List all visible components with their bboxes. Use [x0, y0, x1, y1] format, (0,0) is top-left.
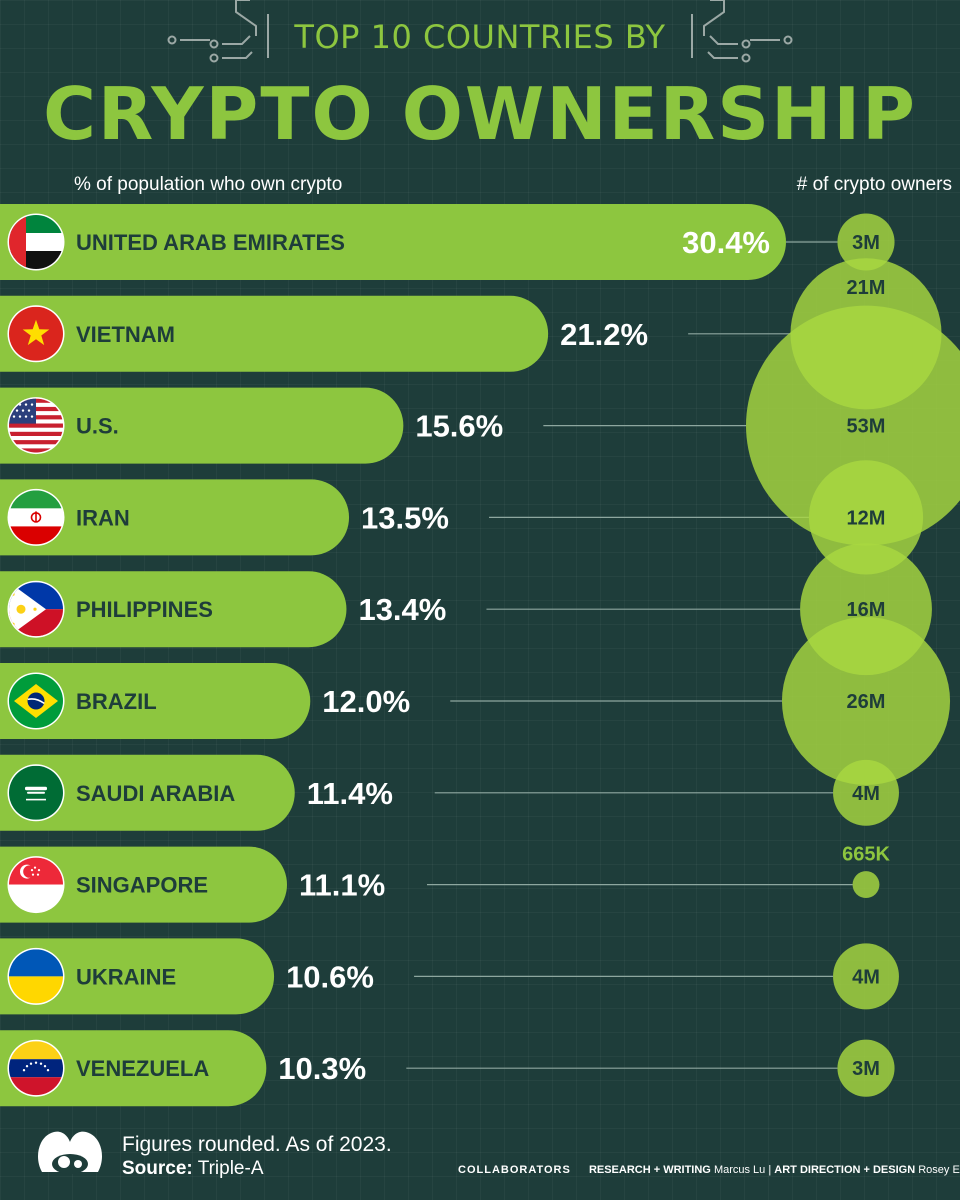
- right-axis-label: # of crypto owners: [796, 174, 952, 195]
- credits-separator: |: [768, 1164, 772, 1176]
- bar-row-ukraine: UKRAINE 10.6%: [0, 938, 374, 1015]
- footer-source: Source: Triple-A: [122, 1158, 264, 1180]
- vietnam-flag-icon: [7, 305, 65, 363]
- chart-title-top: TOP 10 COUNTRIES BY: [294, 18, 666, 56]
- bar-brazil: [0, 663, 311, 739]
- owners-label-brazil: 26M: [847, 691, 886, 713]
- bar-vietnam: [0, 295, 549, 372]
- chart-title-main: CRYPTO OWNERSHIP: [43, 72, 917, 156]
- value-label-ukraine: 10.6%: [286, 959, 374, 994]
- collaborators-label: COLLABORATORS: [458, 1164, 571, 1176]
- value-label-saudi-arabia: 11.4%: [307, 776, 393, 811]
- bar-row-brazil: BRAZIL 12.0%: [0, 663, 410, 739]
- uae-flag-icon: [7, 213, 65, 271]
- bubble-layer: [746, 213, 960, 1097]
- category-label-vietnam: VIETNAM: [76, 322, 175, 347]
- value-label-u-s: 15.6%: [415, 409, 503, 444]
- owners-bubble-venezuela: [837, 1039, 895, 1097]
- ukraine-flag-icon: [7, 947, 65, 1005]
- owners-bubble-philippines: [800, 543, 932, 676]
- category-label-singapore: SINGAPORE: [76, 873, 208, 898]
- owners-bubble-ukraine: [833, 943, 899, 1010]
- venezuela-flag-icon: [7, 1039, 65, 1097]
- value-label-singapore: 11.1%: [299, 868, 385, 903]
- owners-label-saudi-arabia: 4M: [852, 783, 880, 805]
- research-name: Marcus Lu: [713, 1164, 766, 1176]
- value-label-philippines: 13.4%: [358, 592, 446, 627]
- singapore-flag-icon: [7, 856, 65, 914]
- visual-capitalist-logo-icon: [38, 1131, 102, 1174]
- category-label-philippines: PHILIPPINES: [76, 597, 213, 622]
- value-label-vietnam: 21.2%: [560, 317, 648, 352]
- design-name: Rosey Eason: [918, 1164, 960, 1176]
- design-label: ART DIRECTION + DESIGN: [774, 1164, 916, 1176]
- value-label-venezuela: 10.3%: [278, 1051, 366, 1086]
- source-value: Triple-A: [197, 1158, 264, 1179]
- circuit-decoration-right: [691, 0, 793, 63]
- owners-bubble-singapore: [852, 871, 880, 899]
- category-label-iran: IRAN: [76, 505, 130, 530]
- category-label-venezuela: VENEZUELA: [76, 1056, 209, 1081]
- bar-row-saudi-arabia: SAUDI ARABIA 11.4%: [0, 754, 393, 831]
- value-label-iran: 13.5%: [361, 500, 449, 535]
- bar-row-philippines: PHILIPPINES 13.4%: [0, 571, 446, 648]
- philippines-flag-icon: [7, 580, 65, 638]
- owners-bubble-united-arab-emirates: [837, 213, 895, 271]
- value-label-united-arab-emirates: 30.4%: [682, 225, 770, 260]
- bar-row-singapore: SINGAPORE 11.1%: [0, 846, 385, 923]
- owners-label-ukraine: 4M: [852, 966, 880, 988]
- research-label: RESEARCH + WRITING: [588, 1164, 711, 1176]
- owners-bubble-iran: [808, 460, 924, 575]
- bar-philippines: [0, 571, 347, 648]
- owners-label-philippines: 16M: [847, 599, 886, 621]
- owners-bubble-vietnam: [790, 258, 942, 410]
- bar-row-vietnam: VIETNAM 21.2%: [0, 295, 648, 372]
- credits: COLLABORATORS RESEARCH + WRITING Marcus …: [458, 1164, 960, 1176]
- category-label-saudi-arabia: SAUDI ARABIA: [76, 781, 235, 806]
- owners-label-vietnam: 21M: [847, 277, 886, 299]
- bar-venezuela: [0, 1030, 267, 1107]
- bar-iran: [0, 479, 350, 556]
- connector-lines: [406, 241, 853, 1069]
- brazil-flag-icon: [7, 672, 65, 730]
- owners-label-singapore: 665K: [842, 844, 890, 866]
- category-label-u-s: U.S.: [76, 414, 119, 439]
- value-label-brazil: 12.0%: [322, 684, 410, 719]
- source-label: Source:: [122, 1158, 193, 1179]
- bar-ukraine: [0, 938, 275, 1015]
- owners-label-venezuela: 3M: [852, 1058, 880, 1080]
- footer-note: Figures rounded. As of 2023.: [122, 1133, 392, 1156]
- saudi-arabia-flag-icon: [7, 764, 65, 822]
- bubble-label-layer: 3M 21M 53M 12M 16M 26M 4M 665K 4M 3M: [842, 232, 890, 1080]
- owners-label-iran: 12M: [847, 507, 886, 529]
- category-label-united-arab-emirates: UNITED ARAB EMIRATES: [76, 230, 345, 255]
- bar-row-u-s: U.S. 15.6%: [0, 387, 503, 464]
- left-axis-label: % of population who own crypto: [74, 174, 343, 195]
- circuit-decoration-left: [167, 0, 269, 63]
- bar-row-venezuela: VENEZUELA 10.3%: [0, 1030, 366, 1107]
- bar-united-arab-emirates: [0, 204, 786, 280]
- bar-saudi-arabia: [0, 754, 295, 831]
- owners-bubble-saudi-arabia: [833, 759, 899, 826]
- owners-label-u-s: 53M: [847, 416, 886, 438]
- bar-layer: UNITED ARAB EMIRATES 30.4% VIETNAM 21.2% U.S…: [0, 204, 786, 1107]
- bar-row-iran: IRAN 13.5%: [0, 479, 449, 556]
- category-label-ukraine: UKRAINE: [76, 964, 176, 989]
- owners-label-united-arab-emirates: 3M: [852, 232, 880, 254]
- bar-row-united-arab-emirates: UNITED ARAB EMIRATES 30.4%: [0, 204, 786, 280]
- us-flag-icon: [7, 397, 65, 455]
- category-label-brazil: BRAZIL: [76, 689, 157, 714]
- bar-singapore: [0, 846, 287, 923]
- iran-flag-icon: [7, 488, 65, 546]
- bar-u-s: [0, 387, 404, 464]
